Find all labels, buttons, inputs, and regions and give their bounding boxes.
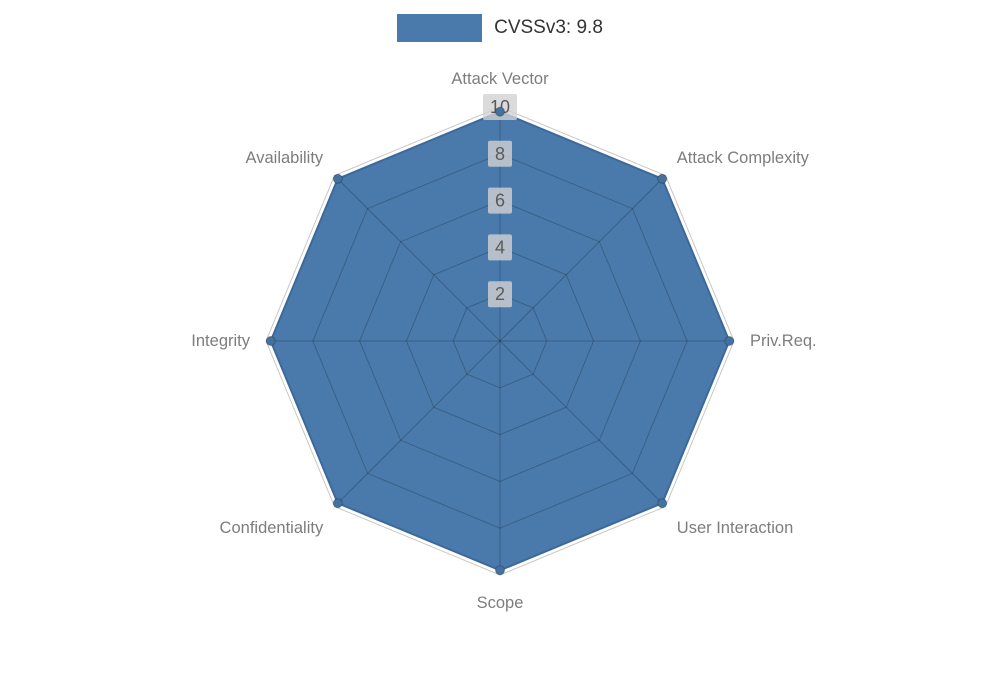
tick-chip [488, 234, 512, 261]
axis-label-availability: Availability [246, 149, 324, 167]
tick-chip [488, 187, 512, 214]
grid-spoke [499, 340, 666, 507]
series-marker [724, 336, 735, 346]
grid-spoke [334, 340, 501, 507]
axis-label-confidentiality: Confidentiality [220, 519, 324, 537]
series-marker [332, 498, 343, 509]
legend-label: CVSSv3: 9.8 [494, 17, 603, 38]
series-marker [332, 173, 343, 184]
tick-label: 8 [495, 144, 505, 164]
grid-ring [312, 153, 688, 529]
series-marker [495, 106, 505, 117]
axis-label-integrity: Integrity [191, 332, 250, 350]
tick-label: 6 [495, 191, 505, 211]
axis-label-attack-vector: Attack Vector [451, 70, 549, 88]
series-marker [265, 336, 276, 346]
axis-label-priv-req-: Priv.Req. [750, 332, 817, 350]
axis-label-scope: Scope [477, 594, 524, 612]
grid-ring [359, 200, 641, 482]
tick-label: 2 [495, 284, 505, 304]
tick-chip [483, 94, 517, 120]
tick-label: 4 [495, 237, 505, 257]
grid-spoke [334, 175, 501, 342]
legend-swatch [397, 14, 483, 42]
grid-ring [405, 246, 595, 436]
series-marker [657, 173, 668, 184]
tick-chip [488, 281, 512, 308]
grid-spoke [499, 175, 666, 342]
axis-label-attack-complexity: Attack Complexity [677, 149, 810, 167]
series-marker [495, 565, 505, 576]
tick-chip [488, 140, 512, 167]
grid-ring [452, 293, 548, 389]
tick-label: 10 [490, 97, 510, 117]
grid-ring [265, 106, 735, 576]
axis-label-user-interaction: User Interaction [677, 519, 793, 537]
legend: CVSSv3: 9.8 [0, 14, 1000, 42]
series-marker [657, 498, 668, 509]
